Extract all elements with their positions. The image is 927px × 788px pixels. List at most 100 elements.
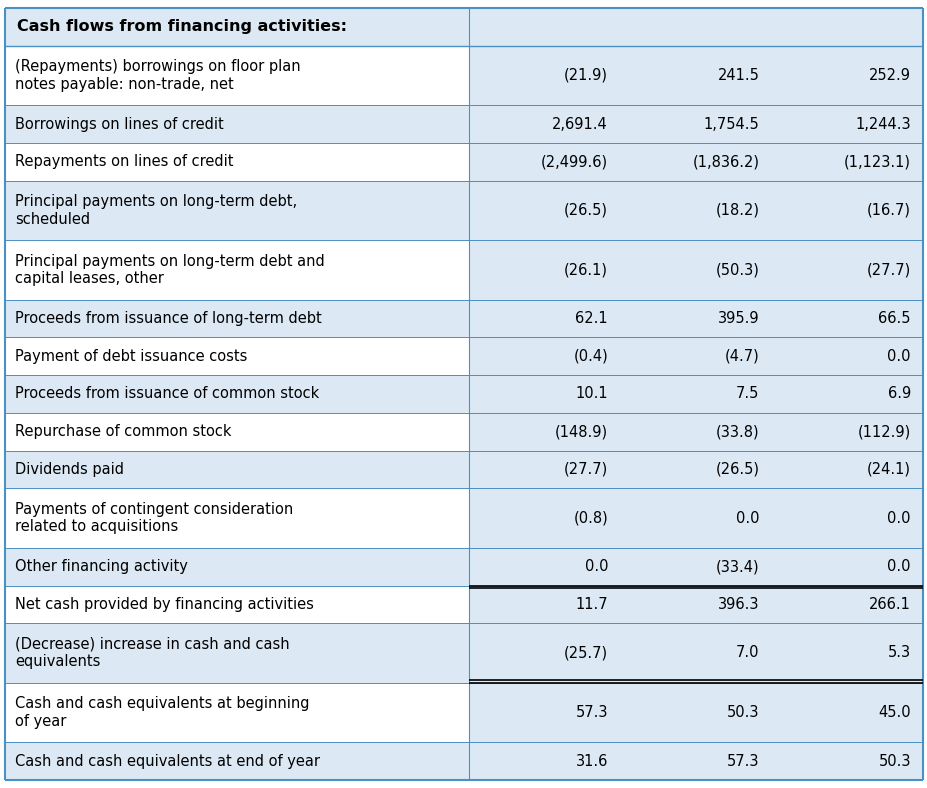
Text: (0.4): (0.4) bbox=[573, 349, 607, 364]
Text: (1,123.1): (1,123.1) bbox=[843, 154, 910, 169]
Bar bbox=[770, 623, 922, 682]
Text: Principal payments on long-term debt,
scheduled: Principal payments on long-term debt, sc… bbox=[15, 194, 297, 227]
Bar bbox=[619, 240, 770, 299]
Text: Proceeds from issuance of common stock: Proceeds from issuance of common stock bbox=[15, 386, 319, 402]
Bar bbox=[5, 106, 468, 143]
Text: (Repayments) borrowings on floor plan
notes payable: non-trade, net: (Repayments) borrowings on floor plan no… bbox=[15, 59, 300, 91]
Bar bbox=[468, 180, 619, 240]
Text: (16.7): (16.7) bbox=[866, 203, 910, 218]
Bar bbox=[619, 548, 770, 585]
Bar bbox=[5, 8, 468, 46]
Bar bbox=[5, 548, 468, 585]
Text: Repayments on lines of credit: Repayments on lines of credit bbox=[15, 154, 234, 169]
Text: 50.3: 50.3 bbox=[726, 705, 758, 720]
Text: (112.9): (112.9) bbox=[857, 424, 910, 439]
Bar bbox=[5, 451, 468, 489]
Text: (Decrease) increase in cash and cash
equivalents: (Decrease) increase in cash and cash equ… bbox=[15, 637, 289, 669]
Bar bbox=[619, 143, 770, 180]
Bar bbox=[5, 299, 468, 337]
Bar bbox=[619, 623, 770, 682]
Bar bbox=[619, 585, 770, 623]
Bar bbox=[770, 742, 922, 780]
Bar bbox=[770, 548, 922, 585]
Text: (26.5): (26.5) bbox=[564, 203, 607, 218]
Bar bbox=[468, 548, 619, 585]
Bar bbox=[468, 451, 619, 489]
Text: 31.6: 31.6 bbox=[575, 753, 607, 768]
Text: Principal payments on long-term debt and
capital leases, other: Principal payments on long-term debt and… bbox=[15, 254, 324, 286]
Text: (33.8): (33.8) bbox=[715, 424, 758, 439]
Bar bbox=[770, 8, 922, 46]
Text: Cash and cash equivalents at end of year: Cash and cash equivalents at end of year bbox=[15, 753, 320, 768]
Bar bbox=[5, 143, 468, 180]
Text: Cash flows from financing activities:: Cash flows from financing activities: bbox=[17, 20, 347, 35]
Text: (50.3): (50.3) bbox=[715, 262, 758, 277]
Text: (27.7): (27.7) bbox=[866, 262, 910, 277]
Text: Cash and cash equivalents at beginning
of year: Cash and cash equivalents at beginning o… bbox=[15, 697, 310, 729]
Bar bbox=[619, 337, 770, 375]
Text: Dividends paid: Dividends paid bbox=[15, 462, 124, 477]
Text: 0.0: 0.0 bbox=[886, 559, 910, 574]
Bar bbox=[468, 143, 619, 180]
Text: 50.3: 50.3 bbox=[878, 753, 910, 768]
Bar bbox=[619, 742, 770, 780]
Bar bbox=[5, 46, 468, 106]
Text: 7.5: 7.5 bbox=[735, 386, 758, 402]
Bar bbox=[619, 106, 770, 143]
Text: 62.1: 62.1 bbox=[575, 311, 607, 326]
Bar bbox=[5, 623, 468, 682]
Bar bbox=[619, 375, 770, 413]
Bar bbox=[770, 585, 922, 623]
Text: (1,836.2): (1,836.2) bbox=[692, 154, 758, 169]
Text: (21.9): (21.9) bbox=[564, 68, 607, 83]
Bar bbox=[5, 375, 468, 413]
Text: 1,244.3: 1,244.3 bbox=[855, 117, 910, 132]
Bar bbox=[770, 375, 922, 413]
Text: 0.0: 0.0 bbox=[735, 511, 758, 526]
Bar bbox=[770, 240, 922, 299]
Bar bbox=[468, 375, 619, 413]
Text: (18.2): (18.2) bbox=[715, 203, 758, 218]
Text: 252.9: 252.9 bbox=[868, 68, 910, 83]
Bar bbox=[5, 742, 468, 780]
Text: 11.7: 11.7 bbox=[575, 597, 607, 611]
Text: 266.1: 266.1 bbox=[869, 597, 910, 611]
Text: 0.0: 0.0 bbox=[886, 349, 910, 364]
Bar bbox=[468, 623, 619, 682]
Bar bbox=[468, 299, 619, 337]
Bar bbox=[5, 489, 468, 548]
Bar bbox=[770, 682, 922, 742]
Text: 0.0: 0.0 bbox=[886, 511, 910, 526]
Text: 7.0: 7.0 bbox=[735, 645, 758, 660]
Text: Borrowings on lines of credit: Borrowings on lines of credit bbox=[15, 117, 223, 132]
Text: (4.7): (4.7) bbox=[724, 349, 758, 364]
Bar bbox=[468, 106, 619, 143]
Text: Repurchase of common stock: Repurchase of common stock bbox=[15, 424, 231, 439]
Bar bbox=[468, 682, 619, 742]
Text: 66.5: 66.5 bbox=[878, 311, 910, 326]
Text: 395.9: 395.9 bbox=[717, 311, 758, 326]
Bar bbox=[619, 451, 770, 489]
Bar bbox=[5, 682, 468, 742]
Text: Net cash provided by financing activities: Net cash provided by financing activitie… bbox=[15, 597, 313, 611]
Bar bbox=[468, 742, 619, 780]
Bar bbox=[619, 299, 770, 337]
Bar bbox=[5, 180, 468, 240]
Bar bbox=[5, 413, 468, 451]
Text: 241.5: 241.5 bbox=[717, 68, 758, 83]
Bar bbox=[619, 489, 770, 548]
Bar bbox=[619, 682, 770, 742]
Text: (26.5): (26.5) bbox=[715, 462, 758, 477]
Bar bbox=[5, 585, 468, 623]
Bar bbox=[770, 451, 922, 489]
Bar bbox=[770, 489, 922, 548]
Bar bbox=[770, 413, 922, 451]
Text: (24.1): (24.1) bbox=[866, 462, 910, 477]
Bar bbox=[468, 337, 619, 375]
Bar bbox=[770, 143, 922, 180]
Text: (27.7): (27.7) bbox=[564, 462, 607, 477]
Text: (33.4): (33.4) bbox=[715, 559, 758, 574]
Text: Other financing activity: Other financing activity bbox=[15, 559, 187, 574]
Bar bbox=[770, 337, 922, 375]
Text: 2,691.4: 2,691.4 bbox=[552, 117, 607, 132]
